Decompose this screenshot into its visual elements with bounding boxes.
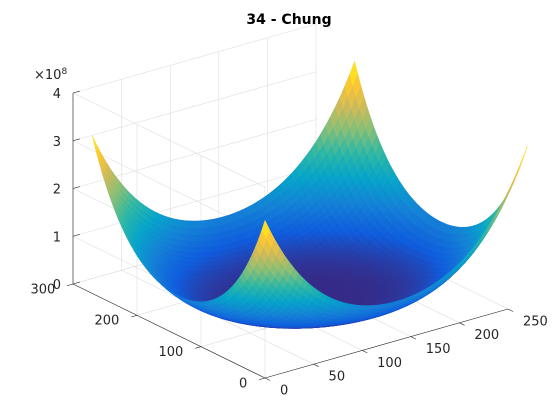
y-tick-mark (195, 346, 202, 349)
y-tick-mark (259, 377, 266, 380)
chart-title: 34 - Chung (246, 12, 331, 28)
surface-facet (91, 135, 101, 159)
z-tick-label: 2 (53, 183, 61, 198)
z-tick-mark (72, 90, 80, 94)
y-tick-label: 300 (31, 282, 56, 297)
x-tick-mark (362, 350, 368, 354)
x-tick-label: 250 (523, 314, 548, 329)
x-tick-mark (507, 308, 514, 312)
z-tick-label: 1 (53, 230, 61, 245)
z-tick-mark (72, 138, 80, 142)
x-tick-mark (313, 363, 319, 367)
x-tick-label: 100 (377, 356, 402, 371)
y-tick-mark (131, 315, 138, 318)
x-axis-line (264, 308, 509, 379)
surface-plot (91, 60, 528, 329)
z-tick-label: 0 (53, 278, 61, 293)
x-tick-label: 50 (329, 370, 346, 385)
z-exponent-base: ×10 (34, 68, 61, 83)
surface-facet (519, 145, 528, 168)
z-exponent-label: ×108 (34, 67, 67, 83)
y-axis-line (72, 283, 266, 379)
y-tick-label: 200 (95, 314, 120, 329)
y-tick-label: 100 (159, 345, 184, 360)
grid-line-z-wall-right (72, 23, 317, 94)
grid-line-z-wall-left (72, 92, 266, 188)
x-tick-mark (459, 322, 465, 326)
x-tick-mark (410, 336, 417, 340)
x-tick-label: 150 (426, 342, 451, 357)
z-tick-label: 4 (53, 87, 61, 102)
svg-text:×108: ×108 (34, 67, 67, 83)
x-tick-mark (264, 377, 271, 381)
z-tick-mark (72, 234, 80, 237)
z-tick-label: 3 (53, 135, 61, 150)
y-tick-label: 0 (239, 376, 247, 391)
y-tick-mark (67, 283, 74, 286)
tick-marks (67, 90, 514, 381)
z-tick-mark (72, 186, 80, 189)
grid-line-z-wall-right (72, 71, 317, 142)
grid-line-z-wall-right (72, 166, 317, 237)
x-tick-label: 0 (280, 383, 288, 398)
z-tick-mark (72, 281, 80, 285)
x-tick-label: 200 (474, 328, 499, 343)
z-exponent-power: 8 (61, 67, 67, 77)
